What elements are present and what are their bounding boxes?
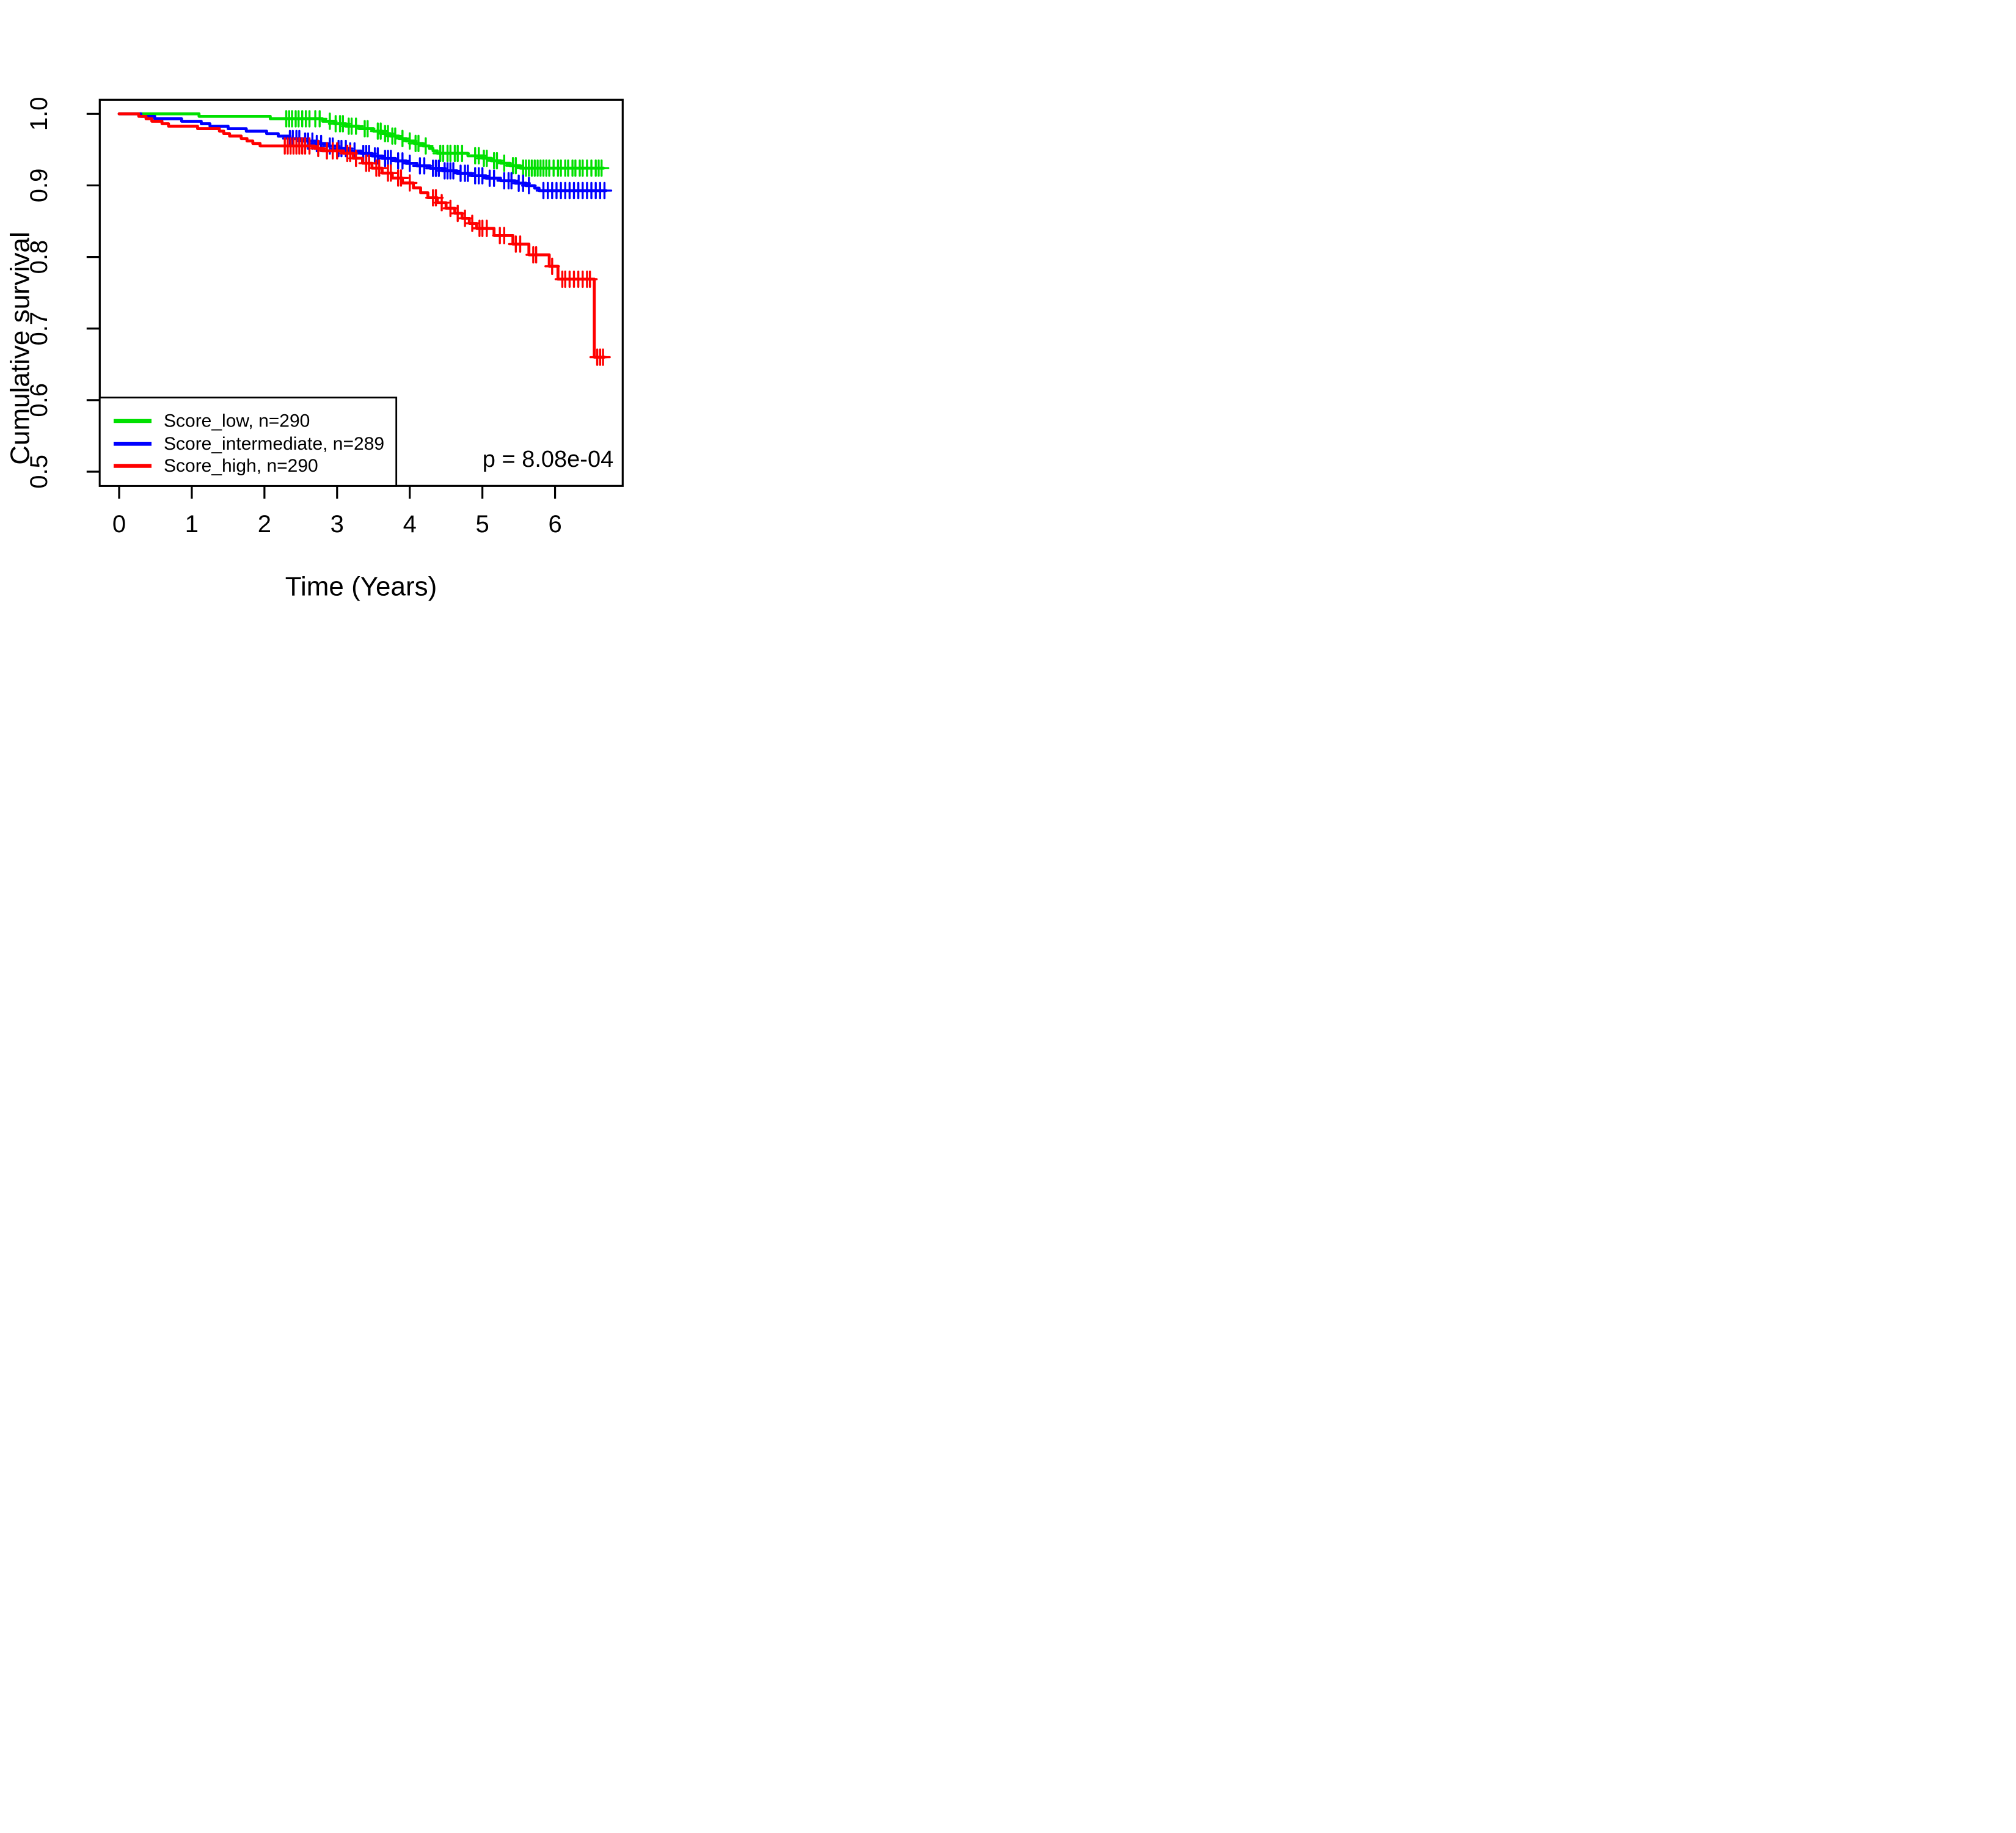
y-tick-label: 0.8 [26,240,53,274]
x-tick-label: 6 [548,511,561,538]
y-tick-label: 1.0 [26,97,53,131]
censor-marks-score_low [278,110,610,177]
legend-label-score-intermediate: Score_intermediate, n=289 [164,434,384,454]
km-survival-figure: 0 1 2 3 4 5 6 0.5 0.6 0.7 0.8 0.9 1.0 Time (Years) C… [0,0,672,611]
y-tick-label: 0.7 [26,312,53,346]
censor-marks-score_intermediate [282,130,613,200]
x-tick-label: 1 [185,511,199,538]
censor-marks-score_high [277,137,611,366]
x-axis-title: Time (Years) [285,572,437,602]
y-axis-title: Cumulative survival [5,232,35,464]
x-tick-label: 2 [258,511,271,538]
x-tick-label: 3 [331,511,344,538]
legend-label-score-low: Score_low, n=290 [164,411,310,431]
survival-curves [117,110,613,366]
x-tick-label: 0 [112,511,126,538]
legend: Score_low, n=290 Score_intermediate, n=2… [98,397,398,487]
axes: 0 1 2 3 4 5 6 0.5 0.6 0.7 0.8 0.9 1.0 [26,97,562,538]
km-survival-plot: 0 1 2 3 4 5 6 0.5 0.6 0.7 0.8 0.9 1.0 Time (Years) C… [5,97,624,602]
y-tick-label: 0.5 [26,455,53,489]
y-tick-label: 0.6 [26,383,53,417]
legend-label-score-high: Score_high, n=290 [164,456,318,476]
x-tick-label: 4 [403,511,417,538]
x-tick-label: 5 [476,511,489,538]
p-value-label: p = 8.08e-04 [483,447,613,472]
y-tick-label: 0.9 [26,169,53,203]
